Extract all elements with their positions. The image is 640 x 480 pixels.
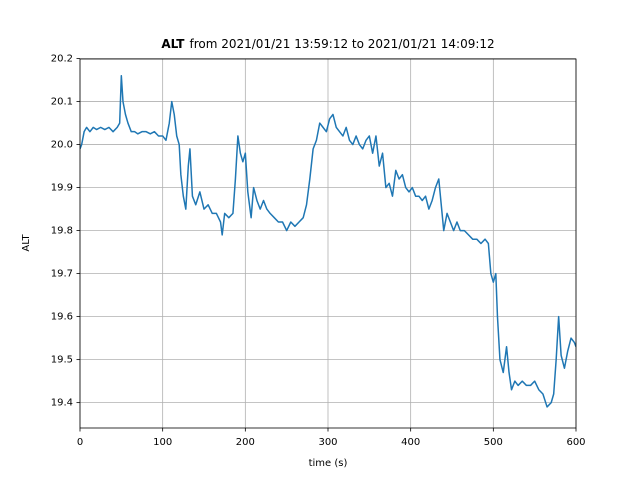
x-tick-label: 600 — [566, 437, 585, 448]
plot-frame — [79, 58, 577, 429]
x-axis-label: time (s) — [309, 458, 348, 469]
x-tick-label: 0 — [77, 437, 83, 448]
x-tick-label: 300 — [318, 437, 337, 448]
y-tick-label: 19.8 — [51, 226, 73, 237]
chart-title-group: ALT from 2021/01/21 13:59:12 to 2021/01/2… — [161, 37, 494, 51]
y-tick-label: 19.5 — [51, 355, 73, 366]
y-tick-label: 19.9 — [51, 183, 73, 194]
y-tick-label: 19.6 — [51, 312, 73, 323]
x-tick-label: 100 — [153, 437, 172, 448]
y-tick-label: 20.2 — [51, 54, 73, 65]
x-tick-label: 200 — [236, 437, 255, 448]
chart-title: from 2021/01/21 13:59:12 to 2021/01/21 1… — [189, 37, 494, 51]
y-tick-label: 20.0 — [51, 140, 73, 151]
y-axis-label: ALT — [21, 234, 32, 252]
x-tick-label: 400 — [401, 437, 420, 448]
y-tick-label: 20.1 — [51, 97, 73, 108]
chart-title-variable: ALT — [161, 37, 185, 51]
data-line — [80, 75, 576, 408]
y-tick-label: 19.7 — [51, 269, 73, 280]
y-tick-label: 19.4 — [51, 398, 73, 409]
x-tick-label: 500 — [484, 437, 503, 448]
